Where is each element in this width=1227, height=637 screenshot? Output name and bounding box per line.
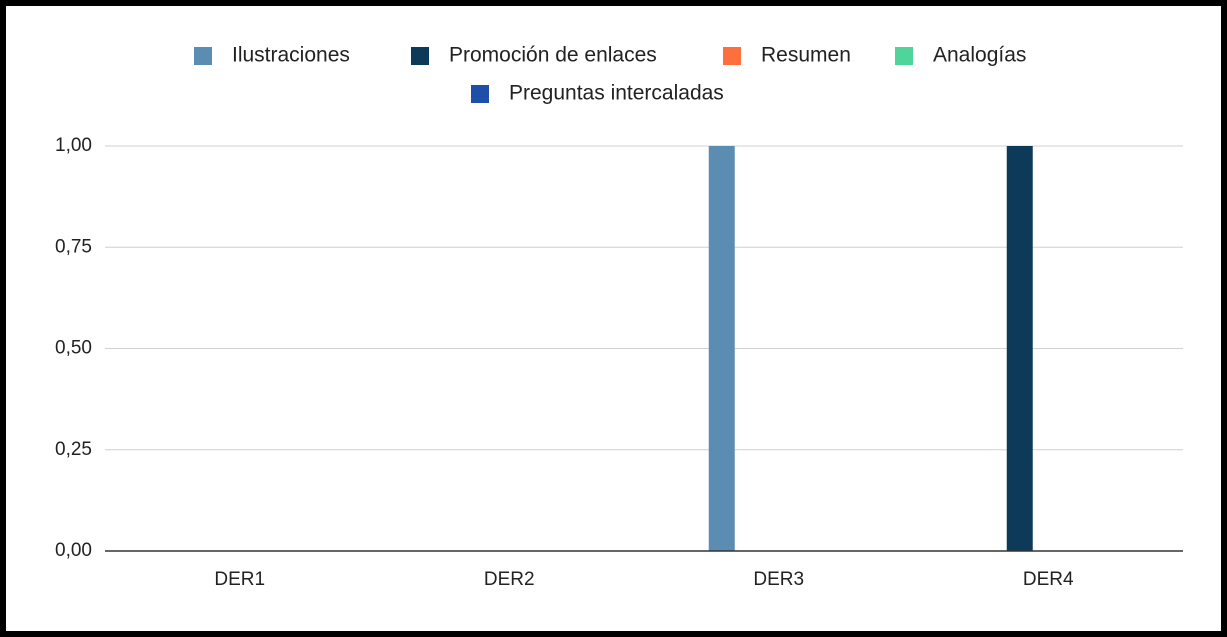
legend-label: Analogías [933, 44, 1026, 67]
legend-label: Preguntas intercaladas [509, 82, 724, 105]
y-tick-label: 0,50 [55, 338, 92, 359]
y-tick-label: 0,00 [55, 540, 92, 561]
y-tick-label: 1,00 [55, 135, 92, 156]
legend-swatch [411, 47, 429, 65]
legend-swatch [471, 85, 489, 103]
x-tick-label: DER1 [214, 569, 265, 590]
y-tick-label: 0,25 [55, 439, 92, 460]
x-tick-label: DER2 [484, 569, 535, 590]
legend-label: Promoción de enlaces [449, 44, 657, 67]
x-tick-label: DER3 [753, 569, 804, 590]
y-tick-label: 0,75 [55, 236, 92, 257]
legend-label: Resumen [761, 44, 851, 67]
legend-swatch [723, 47, 741, 65]
legend-swatch [895, 47, 913, 65]
x-tick-label: DER4 [1023, 569, 1074, 590]
legend-swatch [194, 47, 212, 65]
bar [708, 146, 735, 551]
bar [1006, 146, 1033, 551]
legend-label: Ilustraciones [232, 44, 350, 67]
